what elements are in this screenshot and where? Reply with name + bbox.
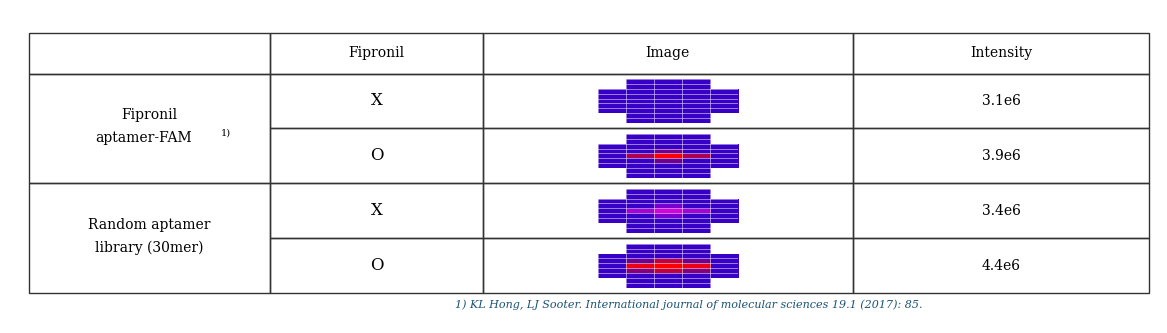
Bar [483,238,853,293]
Bar [483,183,853,238]
Text: 4.4e6: 4.4e6 [981,259,1021,273]
Text: 1) KL Hong, LJ Sooter. International journal of molecular sciences 19.1 (2017): : 1) KL Hong, LJ Sooter. International jou… [455,300,922,310]
Bar [270,238,483,293]
Text: library (30mer): library (30mer) [96,241,204,255]
Bar [29,33,270,74]
Text: Random aptamer: Random aptamer [89,218,211,232]
Bar [483,33,853,74]
Bar [853,33,1149,74]
Text: Image: Image [645,46,690,60]
Bar [29,74,270,183]
Text: Fipronil: Fipronil [121,108,177,122]
Text: 1): 1) [221,129,231,138]
Text: X: X [371,93,383,110]
Bar [853,129,1149,183]
Text: 3.1e6: 3.1e6 [981,94,1020,108]
Bar [483,74,853,129]
Text: Intensity: Intensity [970,46,1032,60]
Bar [270,74,483,129]
Text: O: O [370,148,383,165]
Bar [853,238,1149,293]
Text: O: O [370,257,383,274]
Text: 3.4e6: 3.4e6 [981,204,1020,218]
Bar [270,33,483,74]
Text: X: X [371,202,383,219]
Bar [29,183,270,293]
Text: Fipronil: Fipronil [349,46,405,60]
Bar [270,183,483,238]
Bar [483,129,853,183]
Text: 3.9e6: 3.9e6 [981,149,1020,163]
Bar [853,74,1149,129]
Text: aptamer-FAM: aptamer-FAM [96,132,193,146]
Bar [270,129,483,183]
Bar [853,183,1149,238]
